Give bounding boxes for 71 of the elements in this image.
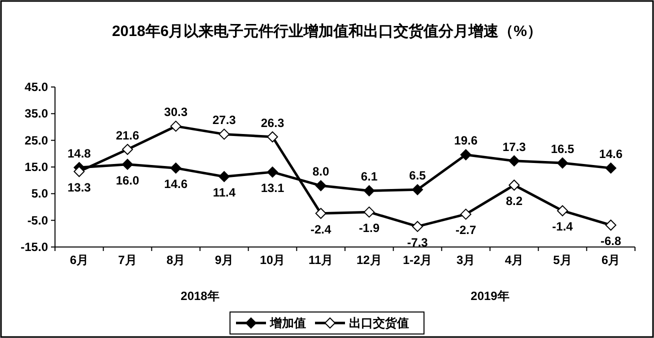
- x-tick-label: 1-2月: [402, 253, 432, 267]
- y-tick-label: 25.0: [24, 133, 48, 148]
- data-label: 13.3: [67, 180, 92, 195]
- x-tick-label: 9月: [214, 253, 234, 267]
- y-tick-label: -15.0: [20, 240, 48, 254]
- data-label: 14.8: [67, 146, 92, 161]
- y-tick-label: -5.0: [27, 213, 48, 228]
- data-label: -2.4: [310, 222, 332, 236]
- point: [267, 166, 278, 178]
- data-label: 8.2: [506, 194, 523, 208]
- x-tick-label: 12月: [356, 253, 382, 267]
- point: [218, 128, 230, 140]
- point: [122, 158, 133, 170]
- point: [605, 220, 616, 231]
- x-tick-label: 11月: [308, 253, 334, 267]
- data-label: 26.3: [260, 116, 284, 130]
- point: [557, 205, 568, 216]
- x-tick-label: 6月: [601, 253, 620, 267]
- data-label: 21.6: [116, 128, 140, 142]
- data-label: 27.3: [212, 113, 236, 128]
- x-tick-label: 8月: [166, 253, 186, 267]
- data-label: -6.8: [600, 234, 622, 248]
- legend-label: 增加值: [269, 316, 306, 330]
- data-label: 6.1: [360, 170, 378, 184]
- x-tick-label: 6月: [70, 253, 89, 267]
- point: [412, 220, 423, 232]
- x-tick-label: 4月: [504, 253, 524, 267]
- point: [412, 184, 423, 196]
- point: [218, 171, 230, 182]
- y-tick-label: 5.0: [31, 186, 48, 201]
- point: [315, 180, 326, 192]
- text: 2019年: [470, 289, 510, 303]
- point: [74, 166, 85, 178]
- y-tick-label: 35.0: [24, 106, 48, 121]
- data-label: 11.4: [212, 186, 236, 200]
- data-label: 14.6: [164, 177, 188, 192]
- data-label: 6.5: [409, 168, 426, 183]
- point: [460, 149, 472, 160]
- point: [364, 185, 375, 196]
- data-label: 13.1: [260, 181, 284, 196]
- data-label: 16.5: [550, 142, 574, 156]
- point: [364, 206, 375, 218]
- data-label: -1.4: [552, 220, 574, 234]
- data-label: 19.6: [454, 134, 478, 148]
- text: 2018年: [180, 289, 220, 303]
- chart-title: 2018年6月以来电子元件行业增加值和出口交货值分月增速（%）: [112, 22, 542, 40]
- data-label: -1.9: [358, 221, 380, 236]
- legend-label: 出口交货值: [349, 316, 409, 330]
- point: [315, 208, 326, 219]
- point: [122, 144, 133, 155]
- point: [557, 158, 568, 168]
- x-tick-label: 3月: [456, 253, 476, 267]
- point: [605, 162, 616, 174]
- data-label: 14.6: [599, 147, 623, 162]
- point: [508, 180, 520, 191]
- data-label: 16.0: [116, 173, 140, 188]
- data-label: -7.3: [407, 235, 428, 250]
- x-tick-label: 10月: [260, 253, 286, 267]
- x-tick-label: 5月: [553, 253, 572, 267]
- point: [267, 131, 278, 142]
- data-label: -2.7: [455, 223, 476, 238]
- y-tick-label: 15.0: [24, 160, 48, 174]
- point: [508, 155, 520, 166]
- point: [460, 208, 472, 220]
- data-label: 8.0: [312, 164, 330, 179]
- data-label: 30.3: [164, 105, 188, 120]
- y-tick-label: 45.0: [24, 80, 48, 94]
- point: [170, 120, 182, 132]
- data-label: 17.3: [502, 140, 526, 154]
- x-tick-label: 7月: [118, 253, 137, 267]
- point: [170, 162, 182, 174]
